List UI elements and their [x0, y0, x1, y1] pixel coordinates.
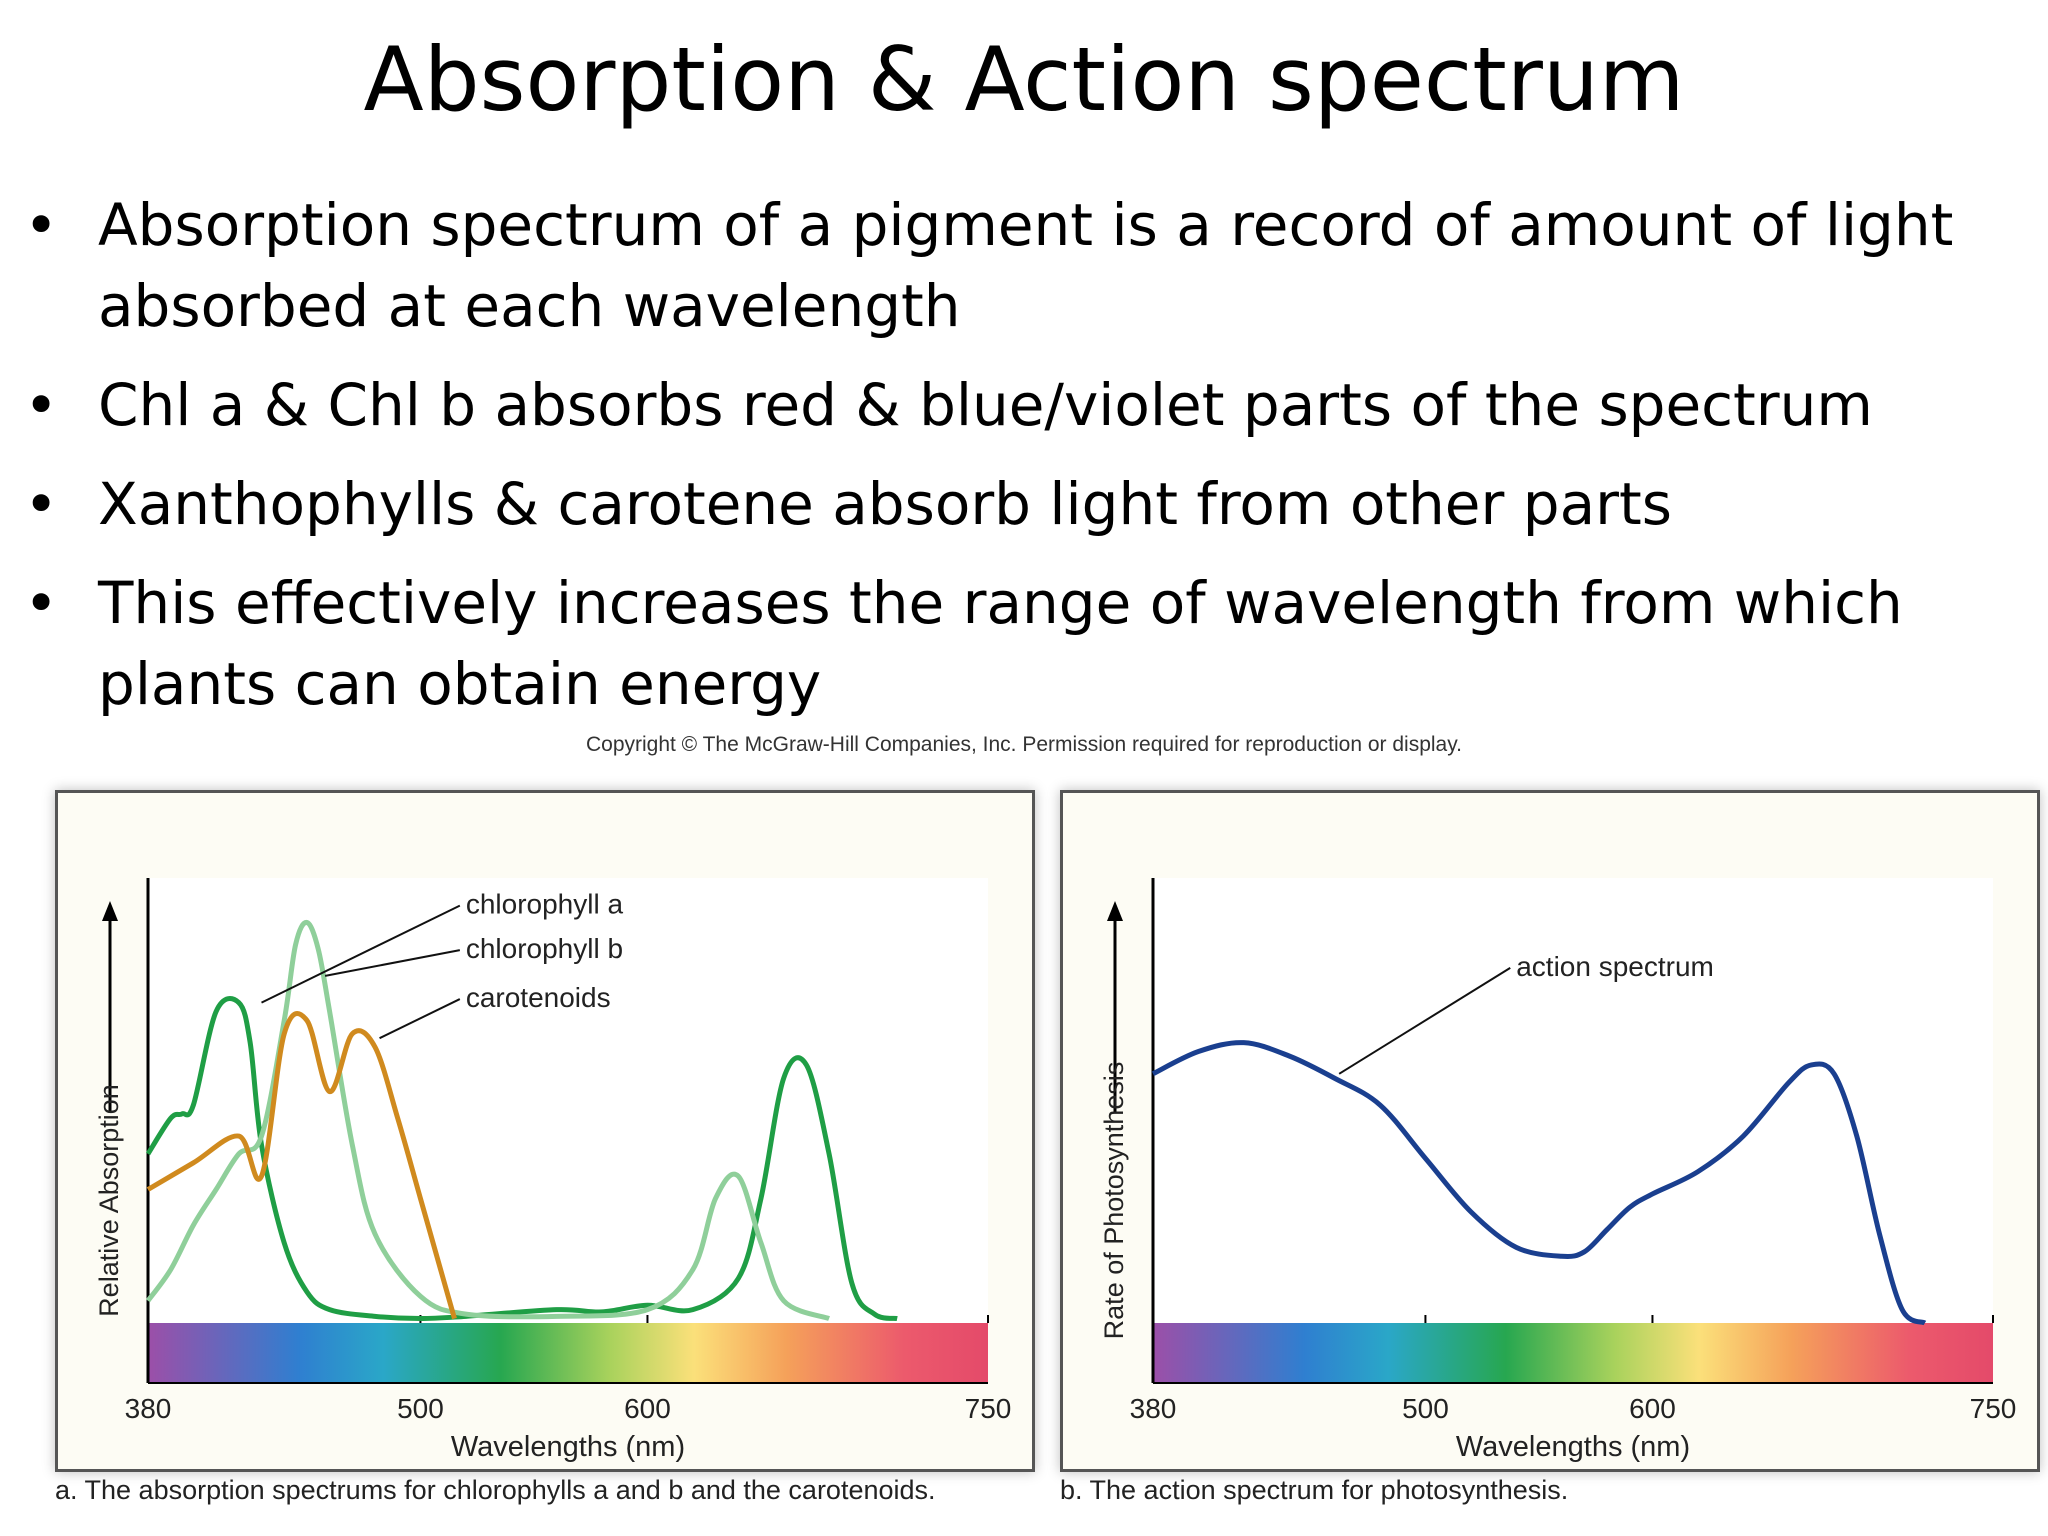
bullet-item: • This effectively increases the range of…	[20, 563, 2030, 725]
bullet-item: • Absorption spectrum of a pigment is a r…	[20, 185, 2030, 347]
bullet-symbol: •	[24, 470, 59, 538]
bullet-symbol: •	[24, 371, 59, 439]
series-line-chlorophyll-a	[145, 996, 898, 1322]
x-tick-label: 500	[397, 1393, 444, 1424]
annotation-label: action spectrum	[1516, 951, 1714, 982]
x-tick-label: 750	[965, 1393, 1012, 1424]
slide-title: Absorption & Action spectrum	[363, 28, 1685, 131]
bullet-list: • Absorption spectrum of a pigment is a r…	[20, 185, 2030, 743]
series-line-action-spectrum	[1151, 1040, 1927, 1326]
x-axis-label: Wavelengths (nm)	[451, 1431, 685, 1463]
annotation-leader-line	[379, 998, 461, 1040]
spectrum-bar	[1153, 1323, 1993, 1383]
bullet-text: Xanthophylls & carotene absorb light fro…	[98, 470, 1672, 538]
bullet-item: • Chl a & Chl b absorbs red & blue/violet…	[20, 365, 2030, 446]
absorption-chart: Relative Absorption 380 500 600 750 Wavelengt…	[94, 878, 1012, 1463]
x-tick-label: 500	[1402, 1393, 1449, 1424]
series-line-chlorophyll-b	[145, 920, 830, 1321]
bullet-text: This effectively increases the range of …	[98, 569, 1903, 718]
series-line-carotenoids	[146, 1011, 457, 1320]
spectrum-bar	[148, 1323, 988, 1383]
x-tick-label: 380	[1130, 1393, 1177, 1424]
action-caption: b. The action spectrum for photosynthesi…	[1060, 1475, 1569, 1505]
annotation-leader-line	[261, 904, 461, 1004]
plot-area	[1153, 878, 1993, 1323]
action-chart: Rate of Photosynthesis 380 500 600 750 Wavele…	[1099, 878, 2017, 1463]
bullet-text: Absorption spectrum of a pigment is a re…	[98, 191, 1954, 340]
y-axis-label: Relative Absorption	[94, 1084, 124, 1317]
x-tick-label: 750	[1970, 1393, 2017, 1424]
absorption-caption: a. The absorption spectrums for chloroph…	[55, 1475, 936, 1505]
annotation-label: chlorophyll b	[466, 933, 623, 964]
annotation-label: chlorophyll a	[466, 889, 624, 920]
absorption-figure: Relative Absorption 380 500 600 750 Wavelengt…	[55, 790, 1035, 1472]
bullet-symbol: •	[24, 191, 59, 259]
arrow-head-icon	[1107, 901, 1123, 921]
x-tick-label: 380	[125, 1393, 172, 1424]
bullet-item: • Xanthophylls & carotene absorb light fr…	[20, 464, 2030, 545]
bullet-text: Chl a & Chl b absorbs red & blue/violet …	[98, 371, 1873, 439]
arrow-head-icon	[102, 901, 118, 921]
annotation-leader-line	[324, 949, 461, 977]
bullet-symbol: •	[24, 569, 59, 637]
copyright-notice: Copyright © The McGraw-Hill Companies, I…	[585, 733, 1463, 756]
x-axis-label: Wavelengths (nm)	[1456, 1431, 1690, 1463]
x-tick-label: 600	[1629, 1393, 1676, 1424]
y-axis-label: Rate of Photosynthesis	[1099, 1062, 1129, 1340]
annotation-leader-line	[1338, 967, 1511, 1075]
action-figure: Rate of Photosynthesis 380 500 600 750 Wavele…	[1060, 790, 2040, 1472]
annotation-label: carotenoids	[466, 982, 611, 1013]
x-tick-label: 600	[624, 1393, 671, 1424]
